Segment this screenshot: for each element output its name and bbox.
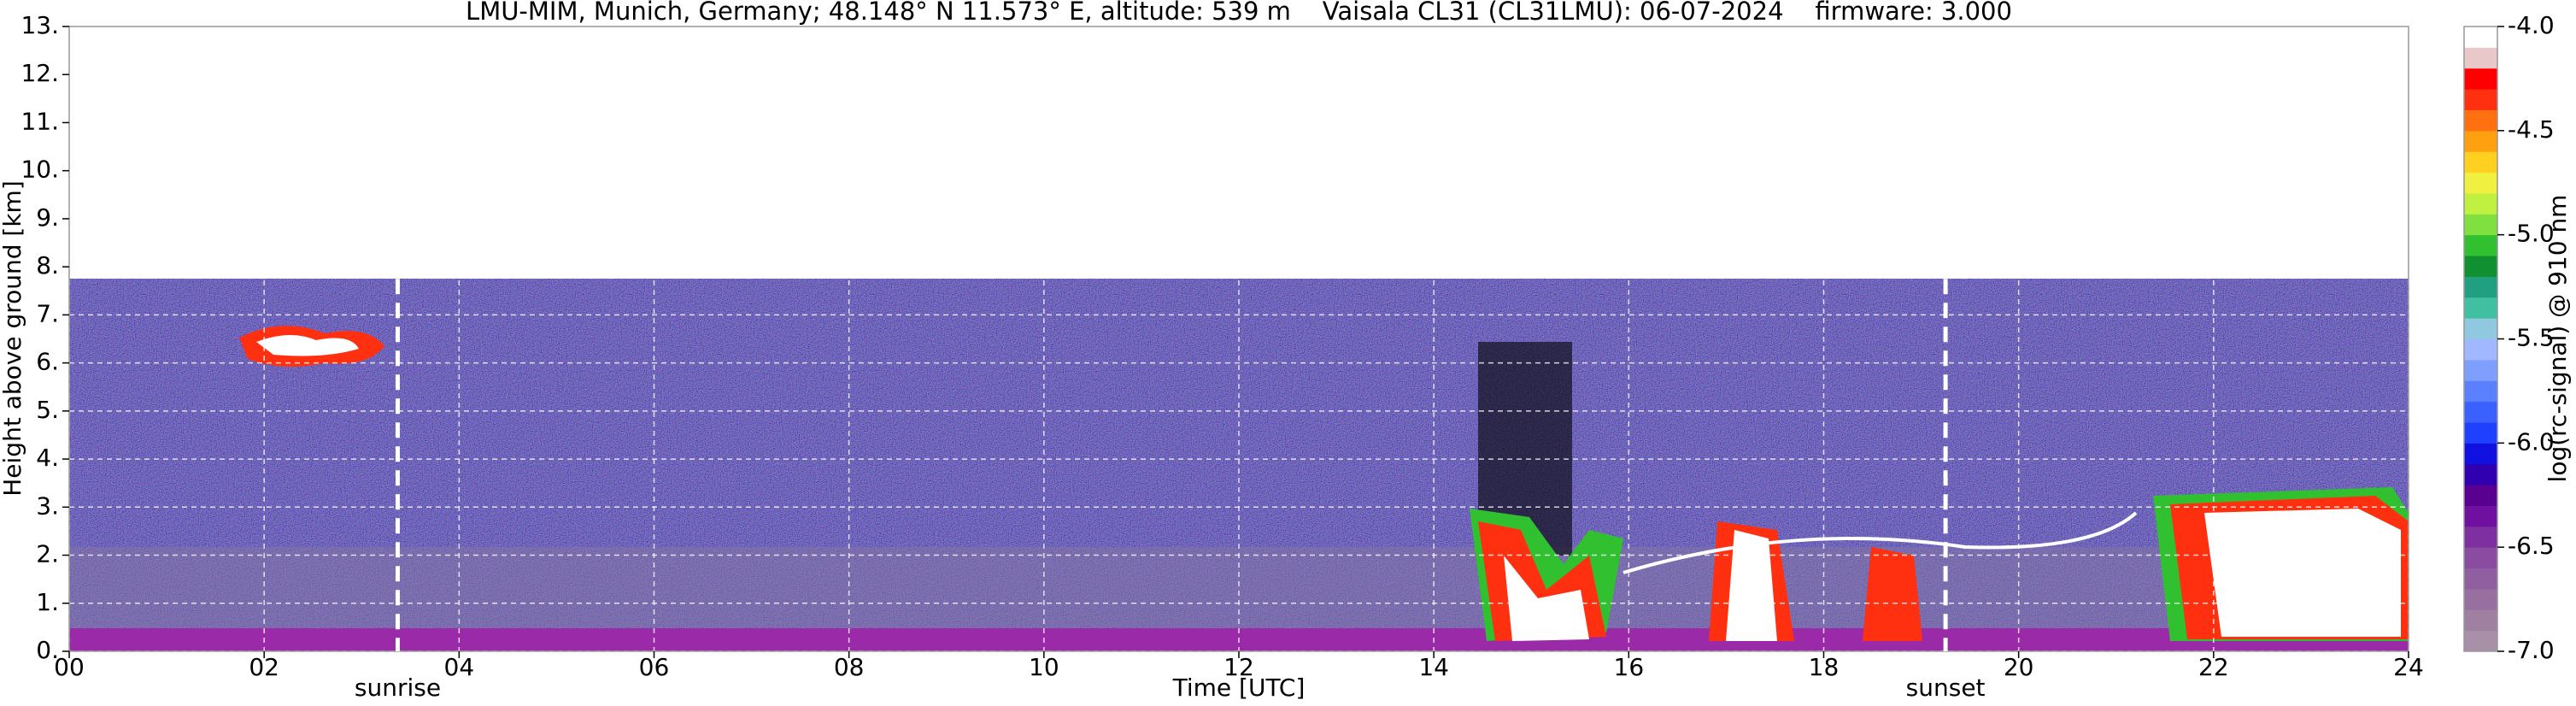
colorbar-segment [2464,630,2497,652]
x-tick-label: 06 [639,653,670,681]
x-tick-label: 12 [1223,653,1254,681]
y-tick-label: 13. [21,11,59,39]
colorbar-segment [2464,380,2497,403]
colorbar-segment [2464,234,2497,256]
colorbar-segment [2464,172,2497,194]
y-tick-label: 4. [36,444,59,472]
colorbar-segment [2464,47,2497,69]
colorbar-segment [2464,318,2497,339]
colorbar-segment [2464,568,2497,590]
colorbar-segment [2464,338,2497,361]
colorbar-segment [2464,26,2497,48]
colorbar-tick-label: -5.0 [2508,220,2555,248]
cloud [1726,530,1777,641]
colorbar-segment [2464,68,2497,90]
colorbar-segment [2464,256,2497,277]
x-tick-label: 04 [444,653,475,681]
x-tick-label: 00 [54,653,85,681]
x-tick-label: 14 [1418,653,1449,681]
colorbar-tick-label: -6.5 [2508,532,2555,560]
x-tick-label: 10 [1029,653,1059,681]
colorbar-segment [2464,526,2497,548]
y-tick-label: 5. [36,396,59,424]
x-tick-label: 20 [2004,653,2034,681]
colorbar-segment [2464,609,2497,632]
y-tick-label: 6. [36,348,59,376]
x-tick-label: 22 [2198,653,2229,681]
colorbar-segment [2464,214,2497,236]
annotation-label: sunset [1906,674,1986,702]
colorbar-segment [2464,401,2497,423]
x-tick-label: 24 [2393,653,2424,681]
y-tick-label: 8. [36,251,59,279]
colorbar-segment [2464,485,2497,506]
colorbar-tick-label: -4.0 [2508,11,2555,39]
colorbar-segment [2464,89,2497,110]
y-tick-label: 12. [21,59,59,87]
y-tick-label: 7. [36,299,59,327]
x-tick-label: 08 [834,653,865,681]
colorbar-tick-label: -4.5 [2508,115,2555,144]
cloud [1863,547,1922,641]
colorbar-segment [2464,588,2497,610]
annotation-label: sunrise [355,674,441,702]
colorbar-segment [2464,276,2497,298]
cloud-base [1622,511,2138,574]
cloud [256,334,359,356]
colorbar-segment [2464,547,2497,569]
colorbar-tick-label: -5.5 [2508,324,2555,352]
x-tick-label: 16 [1614,653,1645,681]
y-tick-label: 9. [36,203,59,232]
y-tick-label: 0. [36,636,59,664]
colorbar-segment [2464,463,2497,485]
colorbar-segment [2464,505,2497,527]
chart-title: LMU-MIM, Munich, Germany; 48.148° N 11.5… [466,0,2012,26]
y-tick-label: 2. [36,540,59,568]
colorbar-segment [2464,151,2497,174]
colorbar-segment [2464,359,2497,381]
colorbar-tick-label: -7.0 [2508,636,2555,664]
colorbar-segment [2464,130,2497,152]
colorbar-tick-label: -6.0 [2508,427,2555,456]
y-tick-label: 1. [36,588,59,616]
cloud [1504,556,1589,641]
colorbar-segment [2464,192,2497,215]
colorbar-segment [2464,443,2497,465]
x-tick-label: 02 [249,653,279,681]
colorbar-segment [2464,421,2497,444]
colorbar-segment [2464,109,2497,132]
y-axis-label: Height above ground [km] [0,180,26,497]
cloud [2204,509,2401,637]
y-tick-label: 3. [36,491,59,520]
x-axis-label: Time [UTC] [1172,674,1306,702]
colorbar-label: log(rc-signal) @ 910 nm [2544,195,2572,483]
y-tick-label: 10. [21,156,59,184]
colorbar-segment [2464,297,2497,319]
x-tick-label: 18 [1809,653,1840,681]
y-tick-label: 11. [21,107,59,135]
